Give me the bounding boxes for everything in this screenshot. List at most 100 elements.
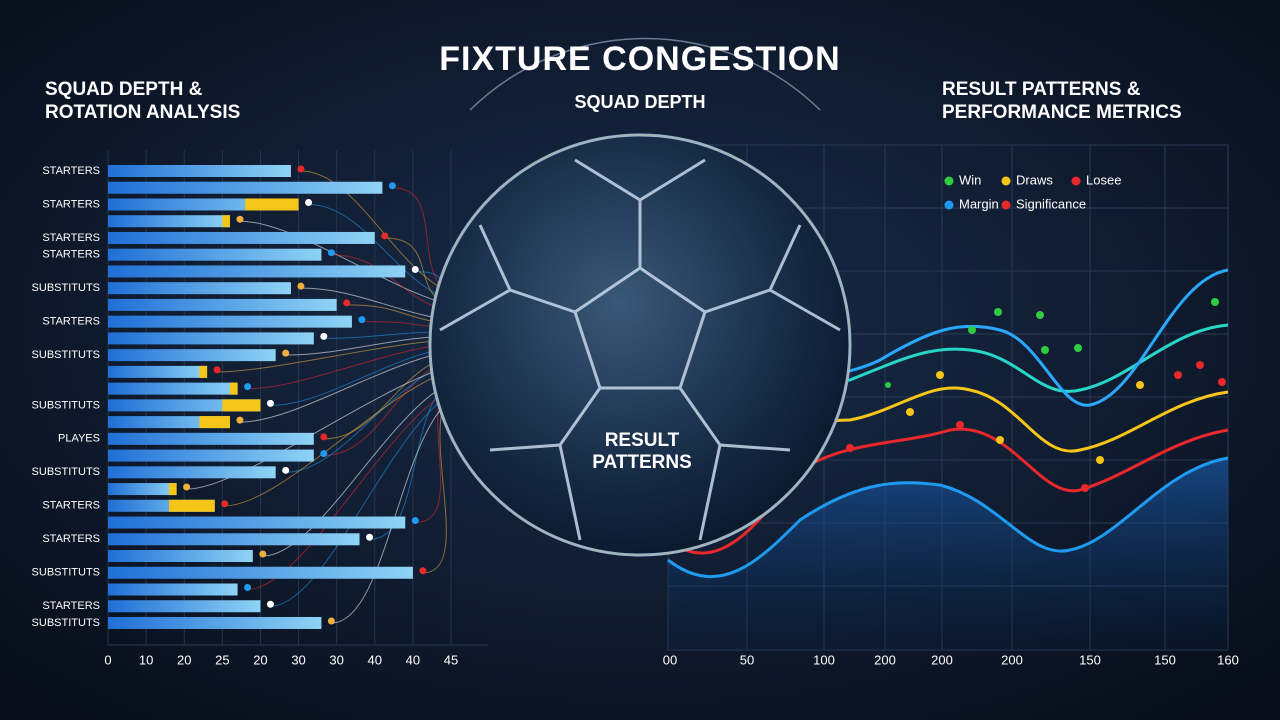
bar-chart: 0 10 20 25 20 30 30 40 40 45 STARTERS STARTERS START… (32, 165, 459, 668)
row-label: SUBSTITUTS (32, 282, 100, 294)
x-tick-label: 160 (1217, 652, 1239, 667)
bar (108, 282, 291, 295)
bar-accent (229, 382, 238, 395)
row-label: STARTERS (42, 198, 100, 210)
bar (108, 550, 253, 563)
x-tick-label: 40 (368, 652, 382, 667)
right-title: PERFORMANCE METRICS (942, 102, 1182, 123)
legend-label: Draws (1016, 172, 1053, 187)
bar (108, 231, 375, 244)
bar (108, 248, 322, 261)
player-icon (320, 332, 328, 340)
x-tick-label: 200 (874, 652, 896, 667)
player-icon (327, 617, 335, 625)
legend-marker (944, 200, 954, 210)
player-icon (320, 450, 328, 458)
row-label: STARTERS (42, 249, 100, 261)
left-title: SQUAD DEPTH & (45, 79, 203, 100)
legend: Win Draws Losee Margin Significance (944, 172, 1121, 211)
player-icon (366, 533, 374, 541)
player-icon (244, 383, 252, 391)
legend-marker (1071, 176, 1081, 186)
right-title: RESULT PATTERNS & (942, 79, 1141, 100)
title: FIXTURE CONGESTION (439, 40, 840, 78)
legend-marker (944, 176, 954, 186)
player-icon (297, 282, 305, 290)
x-tick-label: 100 (813, 652, 835, 667)
bar (108, 533, 360, 546)
x-tick-label: 40 (406, 652, 420, 667)
player-icon (327, 249, 335, 257)
bar (108, 483, 177, 496)
row-label: SUBSTITUTS (32, 399, 100, 411)
row-label: SUBSTITUTS (32, 466, 100, 478)
bar (108, 365, 208, 378)
bar (108, 432, 314, 445)
player-icon (266, 399, 274, 407)
player-icon (213, 366, 221, 374)
player-icon (236, 416, 244, 424)
x-tick-label: 150 (1079, 652, 1101, 667)
bar-accent (199, 416, 230, 429)
legend-marker (1001, 200, 1011, 210)
right-axis: 00 50 100 200 200 200 150 150 160 (663, 652, 1239, 667)
legend-label: Win (959, 172, 981, 187)
x-tick-label: 20 (253, 652, 267, 667)
bar (108, 616, 322, 629)
legend-label: Losee (1086, 172, 1121, 187)
x-tick-label: 30 (291, 652, 305, 667)
row-label: STARTERS (42, 232, 100, 244)
x-tick-label: 25 (215, 652, 229, 667)
bar (108, 215, 230, 228)
player-icon (282, 466, 290, 474)
bar (108, 349, 276, 362)
player-icon (282, 349, 290, 357)
row-label: STARTERS (42, 533, 100, 545)
bar-accent (168, 483, 177, 496)
player-icon (305, 198, 313, 206)
x-tick-label: 150 (1154, 652, 1176, 667)
bar (108, 165, 291, 177)
center-label: PATTERNS (592, 452, 692, 473)
x-tick-label: 00 (663, 652, 677, 667)
row-label: SUBSTITUTS (32, 567, 100, 579)
left-title: ROTATION ANALYSIS (45, 102, 240, 123)
player-icon (388, 182, 396, 190)
row-label: STARTERS (42, 165, 100, 177)
bar (108, 583, 238, 596)
x-tick-label: 0 (104, 652, 111, 667)
row-label: PLAYES (58, 433, 100, 445)
row-label: SUBSTITUTS (32, 349, 100, 361)
player-icon (411, 517, 419, 525)
player-icon (297, 165, 305, 173)
player-icon (244, 584, 252, 591)
bar-accent (222, 399, 261, 412)
bar-accent (199, 365, 208, 378)
x-tick-label: 45 (444, 652, 458, 667)
bar (108, 265, 406, 278)
player-icon (358, 316, 366, 324)
x-tick-label: 20 (177, 652, 191, 667)
x-tick-label: 30 (329, 652, 343, 667)
bar-accent (245, 198, 299, 211)
bar (108, 382, 238, 395)
x-tick-label: 200 (1001, 652, 1023, 667)
row-label: STARTERS (42, 600, 100, 612)
bar (108, 315, 352, 328)
bar (108, 516, 406, 529)
bar (108, 449, 314, 462)
result-dots (846, 298, 1226, 492)
bar (108, 566, 413, 579)
player-icon (266, 600, 274, 608)
player-icon (419, 567, 427, 575)
bar (108, 332, 314, 345)
player-icon (320, 433, 328, 441)
bar-accent (222, 215, 230, 228)
bar (108, 181, 383, 194)
legend-marker (1001, 176, 1011, 186)
player-icon (343, 299, 351, 307)
legend-label: Significance (1016, 196, 1086, 211)
football (428, 37, 852, 557)
row-label: STARTERS (42, 316, 100, 328)
